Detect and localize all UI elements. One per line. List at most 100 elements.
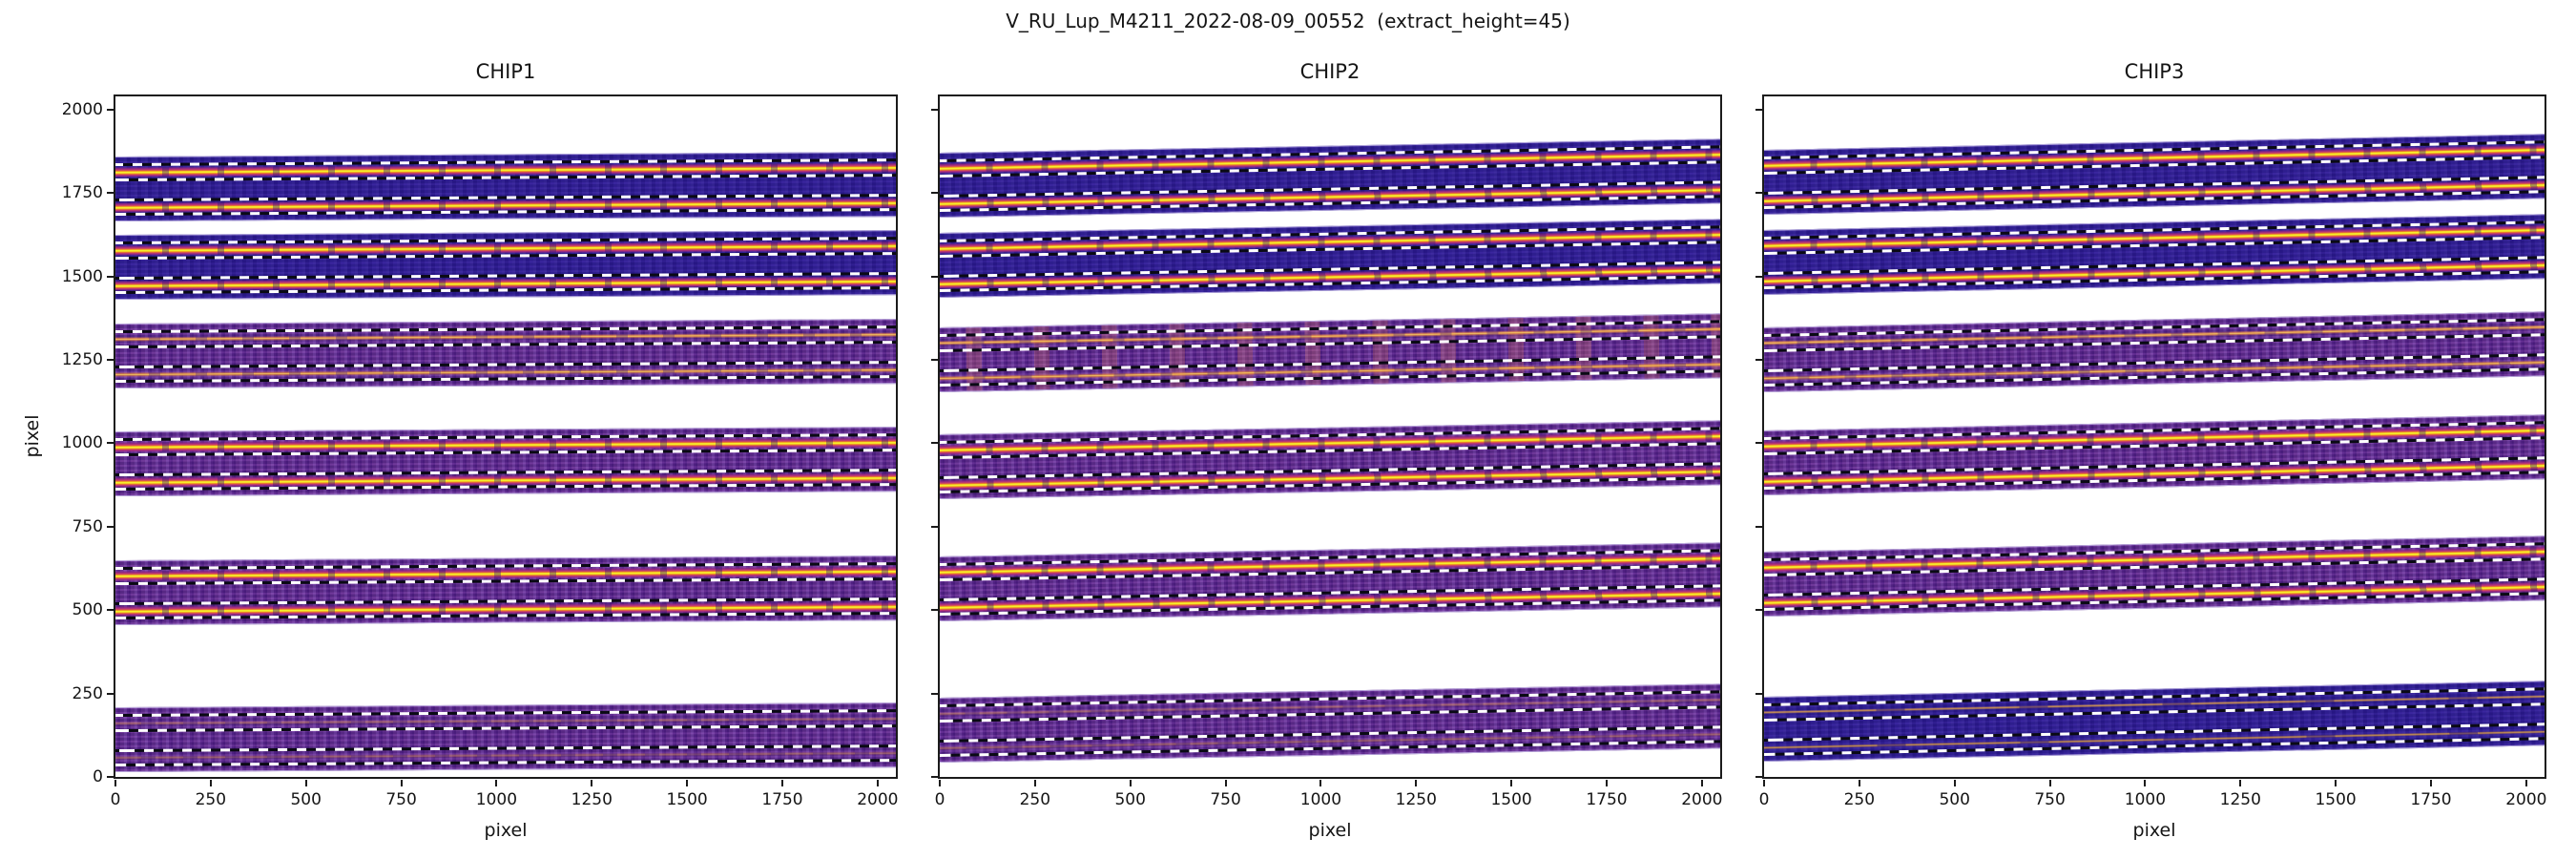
y-tick-mark <box>107 442 114 445</box>
x-tick-label: 250 <box>1843 790 1876 809</box>
chip1-x-axis-label: pixel <box>484 820 528 841</box>
x-tick-label: 1750 <box>1586 790 1628 809</box>
y-tick-mark <box>931 108 938 111</box>
y-tick-mark <box>1755 609 1762 612</box>
x-tick-label: 1500 <box>2315 790 2357 809</box>
x-tick-label: 750 <box>2034 790 2066 809</box>
x-tick-mark <box>495 780 498 786</box>
x-tick-mark <box>1953 780 1956 786</box>
x-tick-label: 0 <box>110 790 121 809</box>
x-tick-label: 0 <box>1758 790 1770 809</box>
y-tick-mark <box>1755 359 1762 362</box>
x-tick-mark <box>400 780 403 786</box>
y-tick-label: 250 <box>72 683 103 703</box>
extraction-boundary-dashed-line <box>115 341 896 349</box>
x-tick-mark <box>1700 780 1703 786</box>
y-tick-mark <box>107 275 114 278</box>
x-tick-label: 1500 <box>1490 790 1532 809</box>
x-tick-label: 2000 <box>2505 790 2547 809</box>
order-strip <box>1764 310 2545 392</box>
order-strip <box>940 312 1720 392</box>
x-tick-mark <box>1605 780 1608 786</box>
spectral-trace <box>115 367 896 377</box>
order-strip <box>940 683 1720 763</box>
x-tick-mark <box>1858 780 1860 786</box>
spectral-trace <box>115 332 896 343</box>
order-strip <box>940 420 1720 499</box>
chip1-title: CHIP1 <box>475 60 536 83</box>
x-tick-label: 500 <box>290 790 322 809</box>
x-tick-label: 0 <box>934 790 945 809</box>
y-tick-mark <box>1755 692 1762 695</box>
y-tick-mark <box>931 192 938 195</box>
chip2-plot-area <box>940 96 1720 777</box>
x-tick-label: 1000 <box>475 790 518 809</box>
x-tick-label: 1750 <box>761 790 803 809</box>
x-tick-mark <box>1763 780 1765 786</box>
x-tick-label: 1750 <box>2410 790 2452 809</box>
x-tick-mark <box>1224 780 1227 786</box>
x-tick-mark <box>2335 780 2337 786</box>
x-tick-mark <box>114 780 116 786</box>
order-strip <box>940 541 1720 621</box>
x-tick-mark <box>2144 780 2147 786</box>
order-strip <box>115 555 896 625</box>
order-strip <box>1764 535 2545 617</box>
y-tick-mark <box>931 525 938 528</box>
y-tick-mark <box>107 692 114 695</box>
x-tick-label: 1250 <box>1395 790 1437 809</box>
order-strip <box>115 230 896 300</box>
x-tick-label: 750 <box>1210 790 1241 809</box>
y-tick-label: 500 <box>72 600 103 620</box>
x-tick-mark <box>939 780 941 786</box>
y-tick-mark <box>931 442 938 445</box>
y-tick-label: 1750 <box>61 183 103 203</box>
chip3-plot-area <box>1764 96 2545 777</box>
y-tick-mark <box>931 692 938 695</box>
spectral-trace <box>115 751 896 761</box>
x-tick-mark <box>591 780 593 786</box>
x-tick-label: 2000 <box>857 790 899 809</box>
extraction-boundary-dashed-line <box>115 744 896 752</box>
chip3-axes: CHIP3 pixel 0 250 500 750 1000 1250 1500 1750 20… <box>1755 60 2546 841</box>
order-strip <box>1764 413 2545 495</box>
x-tick-mark <box>780 780 783 786</box>
x-tick-label: 1000 <box>2124 790 2167 809</box>
spectral-trace <box>115 716 896 725</box>
order-strip <box>1764 134 2545 216</box>
x-tick-label: 500 <box>1939 790 1970 809</box>
x-tick-mark <box>2524 780 2527 786</box>
y-tick-mark <box>107 108 114 111</box>
y-tick-mark <box>1755 442 1762 445</box>
y-tick-label: 2000 <box>61 99 103 119</box>
chip1-plot-area <box>115 96 896 777</box>
x-tick-label: 250 <box>1019 790 1051 809</box>
y-tick-mark <box>931 359 938 362</box>
y-tick-mark <box>931 776 938 778</box>
figure-title: V_RU_Lup_M4211_2022-08-09_00552 (extract… <box>1006 10 1570 32</box>
chip1-axes: CHIP1 pixel 0 250 500 750 1000 1250 1500 1750 20… <box>62 60 899 841</box>
x-tick-mark <box>2048 780 2051 786</box>
order-strip <box>115 152 896 222</box>
y-tick-label: 1000 <box>61 433 103 453</box>
x-tick-label: 1250 <box>571 790 613 809</box>
chip3-x-axis-label: pixel <box>2132 820 2176 841</box>
order-strip <box>115 426 896 496</box>
x-tick-mark <box>1415 780 1418 786</box>
x-tick-label: 750 <box>385 790 417 809</box>
order-strip <box>115 319 896 388</box>
chip2-axes: CHIP2 pixel 0 250 500 750 1000 1250 1500 1750 20… <box>931 60 1722 841</box>
extraction-boundary-dashed-line <box>115 724 896 733</box>
y-tick-mark <box>107 776 114 778</box>
order-strip <box>940 218 1720 298</box>
extraction-boundary-dashed-line <box>115 759 896 767</box>
chip2-title: CHIP2 <box>1299 60 1361 83</box>
y-tick-label: 0 <box>93 767 103 786</box>
chip2-x-axis-label: pixel <box>1308 820 1352 841</box>
extraction-boundary-dashed-line <box>115 709 896 718</box>
y-tick-mark <box>107 359 114 362</box>
order-strip <box>1764 214 2545 295</box>
y-tick-mark <box>1755 776 1762 778</box>
y-tick-mark <box>931 275 938 278</box>
x-tick-mark <box>304 780 307 786</box>
